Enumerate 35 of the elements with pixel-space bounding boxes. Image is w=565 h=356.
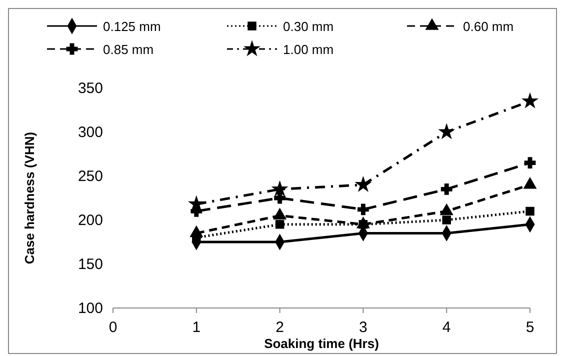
y-tick-label: 200 [78, 212, 103, 229]
x-tick-label: 3 [359, 319, 368, 336]
y-tick-label: 350 [78, 80, 103, 97]
point [442, 216, 451, 224]
point [274, 192, 286, 204]
point [190, 226, 203, 238]
x-tick-label: 1 [192, 319, 201, 336]
legend-label: 0.30 mm [283, 19, 334, 34]
x-tick-label: 5 [526, 319, 534, 336]
legend-label: 0.60 mm [463, 19, 514, 34]
point [440, 184, 452, 195]
point [439, 124, 454, 138]
point [273, 208, 286, 220]
point [275, 220, 284, 229]
point [526, 206, 534, 216]
y-tick-label: 250 [78, 168, 103, 185]
point [188, 196, 204, 211]
x-tick-label: 4 [442, 319, 451, 336]
x-axis-title: Soaking time (Hrs) [264, 336, 379, 351]
point [356, 176, 371, 192]
y-tick-label: 150 [78, 256, 103, 273]
legend-label: 1.00 mm [283, 42, 334, 57]
y-tick-label: 100 [78, 300, 103, 317]
legend-label: 0.85 mm [103, 42, 154, 57]
legend-label: 0.125 mm [103, 19, 161, 34]
point [272, 181, 288, 196]
point [358, 204, 369, 216]
point [522, 93, 538, 108]
x-tick-label: 2 [276, 319, 284, 336]
x-tick-label: 0 [108, 319, 118, 336]
point [524, 157, 536, 168]
y-axis-title: Case hardness (VHN) [22, 132, 37, 264]
point [440, 204, 453, 216]
point [524, 178, 536, 189]
y-tick-label: 300 [78, 124, 103, 141]
